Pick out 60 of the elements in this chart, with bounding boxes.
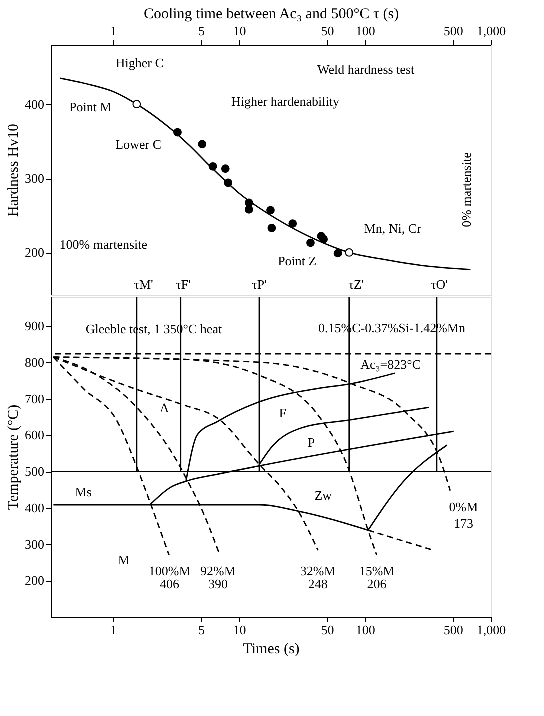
annotation: Higher C [116,56,164,70]
x-tick-label: 5 [198,622,206,638]
x-tick-label: 1 [110,622,118,638]
y-tick-label: 400 [25,500,44,516]
y-tick-label: 300 [25,536,44,552]
y-tick-label: 900 [25,318,44,334]
x-tick-label: 10 [233,622,246,638]
annotation: 206 [367,576,388,592]
y-tick-label: 600 [25,428,44,443]
x-axis-title: Cooling time between Ac₃ and 500°C τ (s) [144,6,400,22]
annotation: Lower C [116,137,162,152]
y-axis-title: Hardness Hv10 [6,124,22,217]
annotation: Higher hardenability [232,94,340,109]
y-tick-label: 300 [25,171,44,186]
x-tick-label: 50 [321,622,334,638]
y-tick-label: 400 [25,96,44,112]
annotation: Ms [75,484,92,500]
y-axis-title: Temperature (°C) [6,404,22,510]
annotation: 248 [308,576,328,592]
x-tick-label: 5 [198,24,206,38]
annotation: τZ' [348,277,364,292]
x-tick-label: 50 [321,24,334,38]
annotation: 100%M [148,564,192,579]
annotation: τP' [252,277,267,292]
x-tick-label: 100 [356,622,376,638]
x-tick-label: 100 [356,24,376,38]
y-tick-label: 700 [25,391,44,406]
annotation: M [118,552,130,568]
annotation: 406 [160,576,180,592]
y-tick-label: 200 [25,245,44,260]
y-tick-label: 200 [25,573,44,588]
annotation: Mn, Ni, Cr [364,221,422,236]
annotation: 100% martensite [60,237,148,252]
annotation: F [279,405,286,420]
y-tick-label: 800 [25,354,44,370]
ref-line-label: Ac₃=823°C [360,357,421,372]
x-tick-label: 1,000 [476,24,506,38]
annotation: 173 [454,516,474,531]
x-tick-label: 1 [110,24,118,38]
annotation: A [160,400,170,416]
annotation: 15%M [359,564,396,579]
annotation: τM' [134,277,154,292]
x-tick-label: 10 [233,24,246,38]
annotation: Point M [69,99,112,114]
annotation: 0%M [449,500,479,515]
annotation: 0% martensite [458,152,474,228]
x-axis-title: Times (s) [243,642,300,658]
annotation: Weld hardness test [317,62,415,77]
annotation: 390 [208,576,228,592]
x-tick-label: 500 [444,622,464,638]
annotation: 92%M [200,564,236,579]
annotation: P [308,435,316,450]
annotation: Zw [314,488,333,504]
y-tick-label: 500 [25,464,44,480]
annotation: Point Z [278,254,317,268]
annotation: τO' [431,277,448,292]
x-tick-label: 1,000 [476,622,506,638]
x-tick-label: 500 [444,24,464,38]
annotation: 32%M [300,564,336,579]
annotation: τF' [176,277,191,292]
